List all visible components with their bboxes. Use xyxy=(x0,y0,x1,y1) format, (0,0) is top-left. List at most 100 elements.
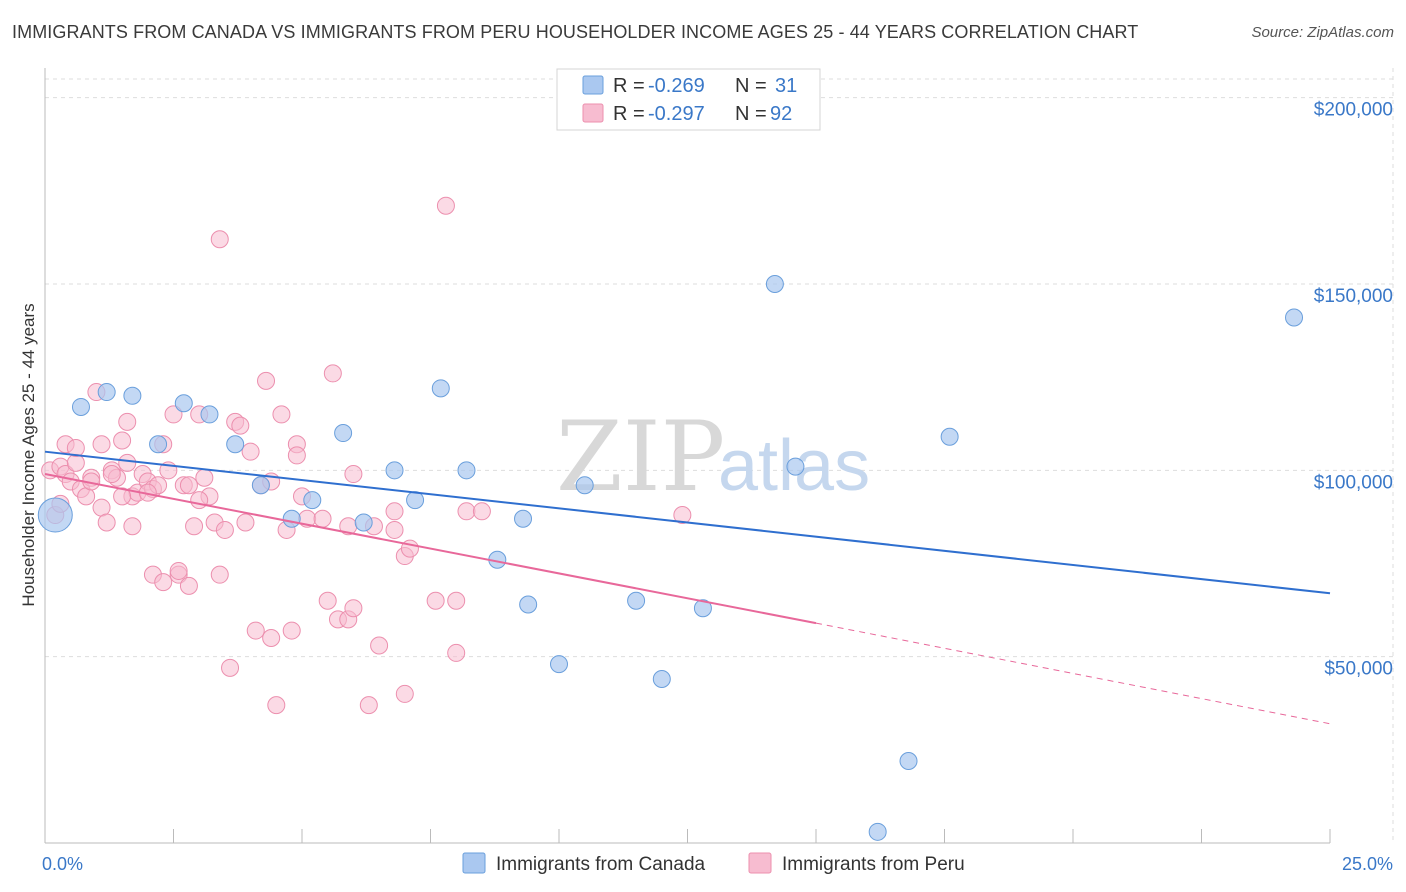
peru-point xyxy=(169,561,188,580)
canada-point xyxy=(226,435,245,454)
peru-point xyxy=(447,591,466,610)
canada-point xyxy=(431,379,450,398)
peru-point xyxy=(272,405,291,424)
axis-layer: $50,000 $100,000 $150,000 $200,000 0.0% 25.0% xyxy=(42,68,1393,874)
peru-point xyxy=(210,565,229,584)
peru-point xyxy=(241,442,260,461)
peru-point xyxy=(215,520,234,539)
peru-point xyxy=(179,476,198,495)
peru-point xyxy=(472,502,491,521)
peru-point xyxy=(92,435,111,454)
peru-point xyxy=(318,591,337,610)
canada-point xyxy=(457,461,476,480)
peru-trend-line xyxy=(44,473,817,625)
peru-point xyxy=(257,371,276,390)
peru-point xyxy=(323,364,342,383)
peru-point xyxy=(385,520,404,539)
peru-point xyxy=(190,491,209,510)
y-axis-label: Householder Income Ages 25 - 44 years xyxy=(19,303,38,606)
canada-point xyxy=(282,509,301,528)
peru-point xyxy=(282,621,301,640)
peru-point xyxy=(154,573,173,592)
peru-point xyxy=(97,513,116,532)
canada-point xyxy=(303,491,322,510)
bottom-legend: Immigrants from Canada Immigrants from P… xyxy=(462,852,965,875)
legend-canada-r-label: R = xyxy=(613,75,645,97)
peru-point xyxy=(344,599,363,618)
legend-canada-swatch xyxy=(582,75,604,95)
canada-point xyxy=(251,476,270,495)
peru-point xyxy=(673,506,692,525)
peru-point xyxy=(185,517,204,536)
peru-point xyxy=(210,230,229,249)
source-label: Source: ZipAtlas.com xyxy=(1251,24,1394,41)
canada-point xyxy=(514,509,533,528)
canada-point xyxy=(693,599,712,618)
y-tick-label: $50,000 xyxy=(1324,659,1393,680)
chart-title: IMMIGRANTS FROM CANADA VS IMMIGRANTS FRO… xyxy=(12,22,1139,42)
legend-peru-n-label: N = xyxy=(735,103,767,125)
canada-point xyxy=(354,513,373,532)
watermark: ZIP atlas xyxy=(556,401,870,513)
canada-point xyxy=(385,461,404,480)
peru-point xyxy=(113,487,132,506)
x-tick-label: 25.0% xyxy=(1342,854,1393,874)
canada-point xyxy=(200,405,219,424)
canada-point xyxy=(786,457,805,476)
x-tick-label: 0.0% xyxy=(42,854,83,874)
y-tick-label: $100,000 xyxy=(1314,472,1393,493)
canada-point xyxy=(519,595,538,614)
peru-point xyxy=(457,502,476,521)
canada-points xyxy=(37,274,1304,841)
canada-point xyxy=(899,752,918,771)
canada-point xyxy=(765,274,784,293)
peru-point xyxy=(287,446,306,465)
legend-peru-r-value: -0.297 xyxy=(648,103,705,125)
canada-point xyxy=(575,476,594,495)
canada-point xyxy=(37,497,73,533)
peru-point xyxy=(118,412,137,431)
peru-point xyxy=(102,465,121,484)
peru-point xyxy=(426,591,445,610)
legend-peru-n-value: 92 xyxy=(770,103,792,125)
peru-point xyxy=(359,696,378,715)
canada-point xyxy=(97,383,116,402)
peru-point xyxy=(164,405,183,424)
canada-trend-line xyxy=(44,450,1331,595)
peru-point xyxy=(231,416,250,435)
peru-point xyxy=(313,509,332,528)
bottom-legend-canada-swatch xyxy=(462,852,486,874)
canada-point xyxy=(652,670,671,689)
bottom-legend-canada-label: Immigrants from Canada xyxy=(496,854,706,875)
peru-point xyxy=(344,465,363,484)
trend-layer xyxy=(44,450,1331,725)
legend-canada-n-value: 31 xyxy=(775,75,797,97)
peru-point xyxy=(262,629,281,648)
canada-point xyxy=(868,822,887,841)
bottom-legend-peru-label: Immigrants from Peru xyxy=(782,854,965,875)
canada-point xyxy=(406,491,425,510)
canada-point xyxy=(334,424,353,443)
peru-points xyxy=(41,196,692,715)
y-tick-label: $200,000 xyxy=(1314,100,1393,121)
legend-box: R = -0.269 N = 31 R = -0.297 N = 92 xyxy=(556,68,821,131)
peru-point xyxy=(267,696,286,715)
peru-point xyxy=(370,636,389,655)
canada-point xyxy=(174,394,193,413)
peru-point xyxy=(246,621,265,640)
legend-peru-swatch xyxy=(582,103,604,123)
legend-canada-n-label: N = xyxy=(735,75,767,97)
canada-point xyxy=(1285,308,1304,327)
peru-point xyxy=(447,643,466,662)
canada-point xyxy=(149,435,168,454)
canada-point xyxy=(123,386,142,405)
peru-trend-extension xyxy=(815,622,1331,725)
canada-point xyxy=(71,397,90,416)
peru-point xyxy=(118,453,137,472)
watermark-zip: ZIP xyxy=(556,401,725,513)
peru-point xyxy=(236,513,255,532)
peru-point xyxy=(385,502,404,521)
bottom-legend-peru-swatch xyxy=(748,852,772,874)
peru-point xyxy=(221,658,240,677)
